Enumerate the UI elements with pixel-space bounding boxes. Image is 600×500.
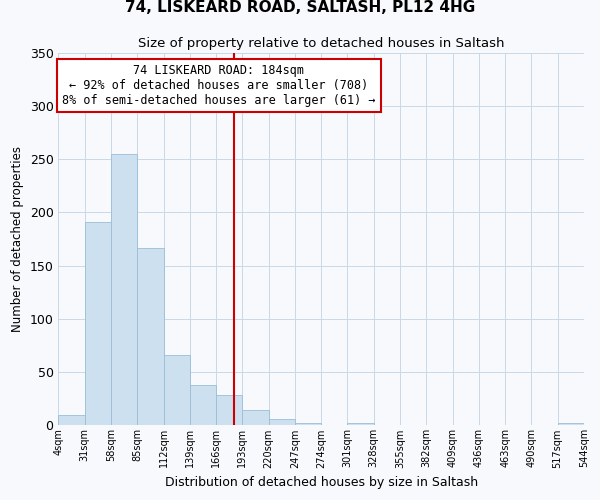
Title: Size of property relative to detached houses in Saltash: Size of property relative to detached ho…: [138, 37, 505, 50]
Bar: [557, 424, 584, 426]
Bar: [58, 415, 85, 426]
Bar: [190, 385, 216, 426]
Bar: [242, 410, 269, 426]
Bar: [216, 394, 242, 426]
Text: 74 LISKEARD ROAD: 184sqm
← 92% of detached houses are smaller (708)
8% of semi-d: 74 LISKEARD ROAD: 184sqm ← 92% of detach…: [62, 64, 376, 107]
Y-axis label: Number of detached properties: Number of detached properties: [11, 146, 24, 332]
Bar: [85, 222, 111, 426]
Bar: [295, 424, 321, 426]
Bar: [347, 424, 374, 426]
Text: 74, LISKEARD ROAD, SALTASH, PL12 4HG: 74, LISKEARD ROAD, SALTASH, PL12 4HG: [125, 0, 475, 15]
Bar: [269, 419, 295, 426]
Bar: [111, 154, 137, 425]
Bar: [137, 248, 163, 426]
Bar: [163, 355, 190, 426]
X-axis label: Distribution of detached houses by size in Saltash: Distribution of detached houses by size …: [164, 476, 478, 489]
